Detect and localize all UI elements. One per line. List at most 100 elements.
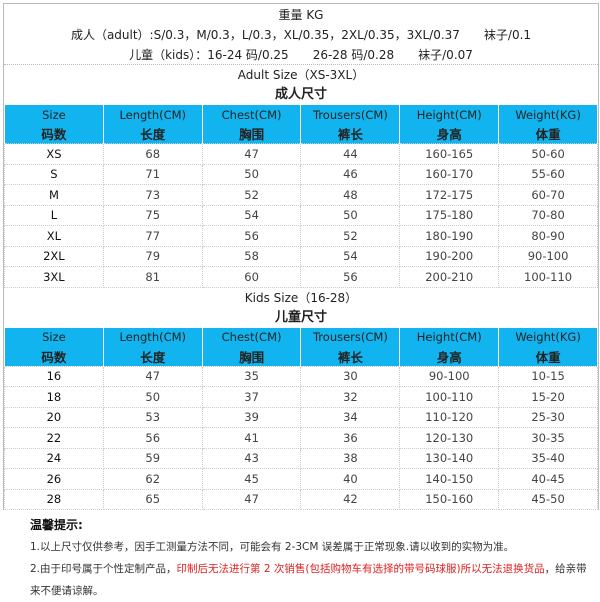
- value-cell: 35: [201, 365, 302, 387]
- header-en: Weight(KG): [498, 327, 598, 347]
- header-zh: 长度: [102, 124, 203, 144]
- value-cell: 45-50: [498, 488, 598, 510]
- size-cell: S: [4, 163, 104, 185]
- size-cell: 28: [4, 488, 104, 510]
- value-cell: 56: [102, 427, 203, 449]
- adult-title-zh: 成人尺寸: [274, 87, 327, 102]
- value-cell: 58: [201, 245, 302, 267]
- value-cell: 160-165: [399, 143, 500, 165]
- weight-adult: 成人（adult）:S/0.3，M/0.3，L/0.3，XL/0.35，2XL/…: [70, 28, 532, 42]
- header-zh: 裤长: [300, 124, 401, 144]
- header-zh: 长度: [102, 346, 203, 366]
- header-zh: 胸围: [201, 124, 302, 144]
- value-cell: 47: [102, 365, 203, 387]
- value-cell: 30: [300, 365, 401, 387]
- notes-title: 温馨提示:: [30, 518, 83, 532]
- header-en: Length(CM): [102, 105, 203, 124]
- value-cell: 68: [102, 143, 203, 165]
- header-en: Trousers(CM): [300, 105, 401, 124]
- value-cell: 172-175: [399, 184, 500, 206]
- value-cell: 71: [102, 163, 203, 185]
- table-row: 2XL 79 58 54 190-200 90-100: [4, 245, 598, 267]
- value-cell: 47: [201, 488, 302, 510]
- weight-section: 重量 KG 成人（adult）:S/0.3，M/0.3，L/0.3，XL/0.3…: [4, 4, 598, 64]
- value-cell: 50: [102, 386, 203, 408]
- header-zh: 码数: [4, 346, 104, 366]
- header-row-en: Size Length(CM) Chest(CM) Trousers(CM) Heigh…: [4, 105, 598, 124]
- header-zh: 胸围: [201, 346, 302, 366]
- value-cell: 90-100: [399, 365, 500, 387]
- value-cell: 50: [201, 163, 302, 185]
- value-cell: 150-160: [399, 488, 500, 510]
- table-row: 3XL 81 60 56 200-210 100-110: [4, 266, 598, 288]
- table-row: 16 47 35 30 90-100 10-15: [4, 365, 598, 387]
- value-cell: 59: [102, 447, 203, 469]
- table-row: 18 50 37 32 100-110 15-20: [4, 386, 598, 408]
- size-cell: 16: [4, 365, 104, 387]
- value-cell: 55-60: [498, 163, 598, 185]
- header-row-zh: 码数 长度 胸围 裤长 身高 体重: [4, 346, 598, 366]
- value-cell: 10-15: [498, 365, 598, 387]
- value-cell: 35-40: [498, 447, 598, 469]
- size-cell: 24: [4, 447, 104, 469]
- table-row: XL 77 56 52 180-190 80-90: [4, 225, 598, 247]
- table-row: 20 53 39 34 110-120 25-30: [4, 406, 598, 428]
- value-cell: 160-170: [399, 163, 500, 185]
- value-cell: 56: [300, 266, 401, 288]
- note-2: 2.由于印号属于个性定制产品，印制后无法进行第 2 次销售(包括购物车有选择的带…: [30, 558, 590, 602]
- header-en: Height(CM): [399, 105, 500, 124]
- size-cell: L: [4, 204, 104, 226]
- table-row: 24 59 43 38 130-140 35-40: [4, 447, 598, 469]
- table-row: S 71 50 46 160-170 55-60: [4, 163, 598, 185]
- size-cell: 2XL: [4, 245, 104, 267]
- value-cell: 77: [102, 225, 203, 247]
- size-chart: 重量 KG 成人（adult）:S/0.3，M/0.3，L/0.3，XL/0.3…: [3, 3, 599, 510]
- value-cell: 36: [300, 427, 401, 449]
- value-cell: 65: [102, 488, 203, 510]
- kids-title-zh: 儿童尺寸: [274, 309, 327, 325]
- header-zh: 体重: [498, 346, 598, 366]
- value-cell: 52: [201, 184, 302, 206]
- note-2-warning: 印制后无法进行第 2 次销售(包括购物车有选择的带号码球服)所以无法退换货品: [176, 563, 545, 575]
- value-cell: 56: [201, 225, 302, 247]
- value-cell: 40-45: [498, 468, 598, 490]
- weight-title: 重量 KG: [278, 8, 324, 22]
- value-cell: 175-180: [399, 204, 500, 226]
- value-cell: 100-110: [498, 266, 598, 288]
- size-cell: XS: [4, 143, 104, 165]
- header-en: Size: [4, 327, 104, 347]
- value-cell: 30-35: [498, 427, 598, 449]
- value-cell: 70-80: [498, 204, 598, 226]
- table-row: L 75 54 50 175-180 70-80: [4, 204, 598, 226]
- size-cell: M: [4, 184, 104, 206]
- value-cell: 44: [300, 143, 401, 165]
- value-cell: 120-130: [399, 427, 500, 449]
- header-row-zh: 码数 长度 胸围 裤长 身高 体重: [4, 124, 598, 144]
- value-cell: 90-100: [498, 245, 598, 267]
- value-cell: 60: [201, 266, 302, 288]
- value-cell: 100-110: [399, 386, 500, 408]
- header-en: Weight(KG): [498, 105, 598, 124]
- value-cell: 53: [102, 406, 203, 428]
- size-cell: 18: [4, 386, 104, 408]
- header-zh: 体重: [498, 124, 598, 144]
- value-cell: 200-210: [399, 266, 500, 288]
- table-row: XS 68 47 44 160-165 50-60: [4, 143, 598, 165]
- value-cell: 190-200: [399, 245, 500, 267]
- header-row-en: Size Length(CM) Chest(CM) Trousers(CM) Heigh…: [4, 327, 598, 347]
- value-cell: 79: [102, 245, 203, 267]
- adult-table: Size Length(CM) Chest(CM) Trousers(CM) Heigh…: [4, 105, 598, 288]
- value-cell: 60-70: [498, 184, 598, 206]
- value-cell: 39: [201, 406, 302, 428]
- value-cell: 42: [300, 488, 401, 510]
- value-cell: 25-30: [498, 406, 598, 428]
- value-cell: 75: [102, 204, 203, 226]
- value-cell: 40: [300, 468, 401, 490]
- header-zh: 身高: [399, 346, 500, 366]
- value-cell: 80-90: [498, 225, 598, 247]
- note-2-text: 2.由于印号属于个性定制产品，: [30, 563, 177, 575]
- value-cell: 45: [201, 468, 302, 490]
- header-zh: 码数: [4, 124, 104, 144]
- value-cell: 73: [102, 184, 203, 206]
- header-zh: 裤长: [300, 346, 401, 366]
